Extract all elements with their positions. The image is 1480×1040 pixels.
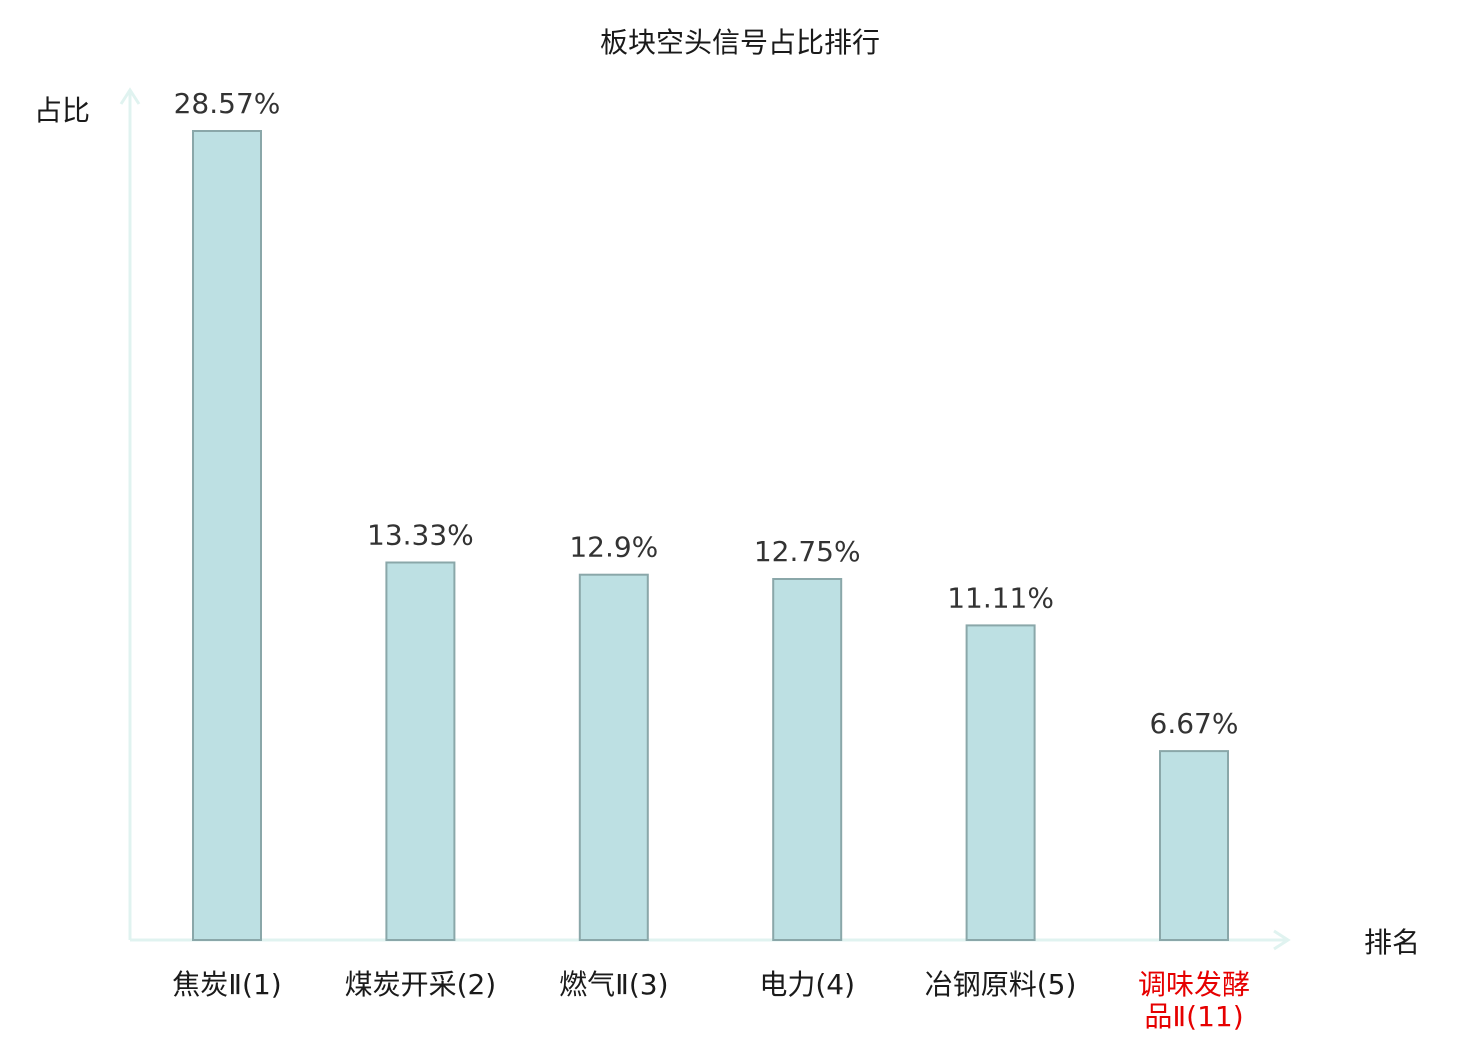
category-label: 煤炭开采(2) — [345, 968, 497, 1001]
category-label-line: 调味发酵 — [1138, 968, 1250, 1001]
category-label-line: 焦炭Ⅱ(1) — [172, 968, 281, 1001]
category-label-line: 品Ⅱ(11) — [1144, 1000, 1243, 1033]
value-label: 28.57% — [174, 87, 281, 120]
category-label: 焦炭Ⅱ(1) — [172, 968, 281, 1001]
category-label: 调味发酵品Ⅱ(11) — [1138, 968, 1250, 1033]
value-label: 12.9% — [569, 531, 658, 564]
category-label: 电力(4) — [759, 968, 855, 1001]
x-axis-label: 排名 — [1364, 926, 1420, 959]
bars-group — [192, 130, 1229, 942]
bar — [192, 130, 262, 941]
category-label-line: 电力(4) — [759, 968, 855, 1001]
category-label-line: 冶钢原料(5) — [925, 968, 1077, 1001]
bar — [385, 561, 456, 941]
axes — [119, 87, 1291, 951]
value-label: 13.33% — [367, 519, 474, 552]
bar — [772, 578, 843, 941]
category-label: 冶钢原料(5) — [925, 968, 1077, 1001]
category-label-line: 煤炭开采(2) — [345, 968, 497, 1001]
category-labels-group: 焦炭Ⅱ(1) 煤炭开采(2) 燃气Ⅱ(3) 电力(4) 冶钢原料(5) 调味发酵品Ⅱ(11… — [172, 968, 1250, 1033]
category-label: 燃气Ⅱ(3) — [559, 968, 668, 1001]
value-label: 12.75% — [754, 535, 861, 568]
x-axis-arrow-icon — [1273, 929, 1291, 951]
category-label-line: 燃气Ⅱ(3) — [559, 968, 668, 1001]
chart-title: 板块空头信号占比排行 — [600, 26, 880, 59]
value-labels-group: 28.57% 13.33% 12.9% 12.75% 11.11% 6.67% — [174, 87, 1239, 740]
value-label: 11.11% — [947, 581, 1054, 614]
bar — [1159, 750, 1229, 941]
bar — [965, 624, 1036, 942]
y-axis-label: 占比 — [34, 94, 90, 127]
bar — [578, 573, 649, 941]
y-axis-arrow-icon — [119, 87, 141, 105]
value-label: 6.67% — [1150, 707, 1239, 740]
